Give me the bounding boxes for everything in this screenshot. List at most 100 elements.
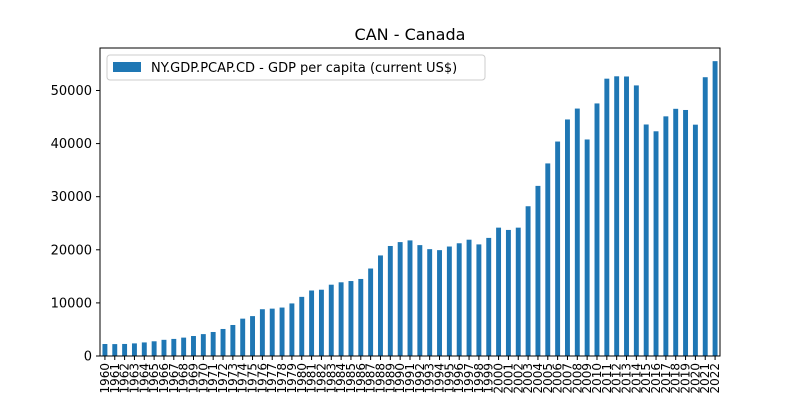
y-tick-label: 40000 bbox=[51, 137, 92, 152]
chart-title: CAN - Canada bbox=[355, 25, 466, 44]
bar-2010 bbox=[594, 103, 600, 357]
x-tick-label: 1993 bbox=[423, 363, 437, 394]
x-tick-label: 2011 bbox=[600, 363, 614, 394]
y-tick-label: 20000 bbox=[51, 243, 92, 258]
bar-1993 bbox=[427, 249, 433, 356]
x-tick-label: 2007 bbox=[560, 363, 574, 394]
bar-1989 bbox=[387, 245, 393, 356]
x-tick-label: 2012 bbox=[610, 363, 624, 394]
bar-1966 bbox=[161, 339, 167, 356]
x-tick-label: 1973 bbox=[226, 363, 240, 394]
bar-1984 bbox=[338, 282, 344, 356]
x-tick-label: 2013 bbox=[620, 363, 634, 394]
bar-2006 bbox=[555, 141, 561, 356]
x-tick-label: 1997 bbox=[462, 363, 476, 394]
bar-2002 bbox=[515, 227, 521, 356]
x-tick-label: 2000 bbox=[492, 363, 506, 394]
bar-2012 bbox=[614, 76, 620, 357]
bar-1988 bbox=[378, 255, 383, 356]
bar-1999 bbox=[486, 237, 492, 356]
x-tick-label: 1964 bbox=[137, 363, 151, 394]
bar-2000 bbox=[496, 227, 502, 356]
bar-1997 bbox=[466, 239, 472, 356]
x-tick-label: 1968 bbox=[177, 363, 191, 394]
x-axis: 1960196119621963196419651966196719681969… bbox=[98, 356, 722, 394]
y-tick-label: 0 bbox=[84, 350, 92, 365]
bar-1979 bbox=[289, 303, 295, 356]
bar-1977 bbox=[269, 308, 275, 356]
bar-2014 bbox=[633, 85, 639, 356]
bar-1980 bbox=[299, 296, 305, 356]
bar-2019 bbox=[683, 109, 689, 356]
x-tick-label: 1985 bbox=[344, 363, 358, 394]
x-tick-label: 1977 bbox=[265, 363, 279, 394]
bar-1964 bbox=[141, 342, 147, 356]
x-tick-label: 1981 bbox=[305, 363, 319, 394]
x-tick-label: 1989 bbox=[383, 363, 397, 394]
bar-2011 bbox=[604, 78, 610, 357]
x-tick-label: 1999 bbox=[482, 363, 496, 394]
bar-1974 bbox=[240, 318, 246, 356]
bar-1975 bbox=[250, 316, 255, 356]
bar-2021 bbox=[702, 77, 708, 356]
y-axis: 0 10000 20000 30000 40000 50000 bbox=[51, 84, 100, 365]
legend-label: NY.GDP.PCAP.CD - GDP per capita (current… bbox=[151, 61, 457, 76]
bar-2016 bbox=[653, 131, 659, 356]
x-tick-label: 1982 bbox=[314, 363, 328, 394]
bar-1962 bbox=[122, 343, 128, 356]
bar-2004 bbox=[535, 185, 541, 356]
x-tick-label: 1961 bbox=[108, 363, 122, 394]
y-tick-label: 10000 bbox=[51, 296, 92, 311]
bar-1970 bbox=[200, 334, 206, 356]
x-tick-label: 1988 bbox=[373, 363, 387, 394]
bar-1960 bbox=[102, 344, 108, 356]
x-tick-label: 1978 bbox=[275, 363, 289, 394]
x-tick-label: 2015 bbox=[639, 363, 653, 394]
x-tick-label: 2018 bbox=[669, 363, 683, 394]
bar-2018 bbox=[673, 108, 679, 356]
bar-2008 bbox=[574, 108, 580, 356]
x-tick-label: 2014 bbox=[629, 363, 643, 394]
x-tick-label: 2016 bbox=[649, 363, 663, 394]
bar-1971 bbox=[210, 331, 216, 356]
x-tick-label: 2019 bbox=[679, 363, 693, 394]
x-tick-label: 2008 bbox=[570, 363, 584, 394]
x-tick-label: 1979 bbox=[285, 363, 299, 394]
x-tick-label: 1995 bbox=[442, 363, 456, 394]
x-tick-label: 2022 bbox=[708, 363, 722, 394]
x-tick-label: 1972 bbox=[216, 363, 230, 394]
legend-box bbox=[106, 54, 486, 81]
x-tick-label: 1991 bbox=[403, 363, 417, 394]
bar-2009 bbox=[584, 139, 590, 356]
x-tick-label: 2002 bbox=[511, 363, 525, 394]
x-tick-label: 1970 bbox=[196, 363, 210, 394]
x-tick-label: 1992 bbox=[413, 363, 427, 394]
x-tick-label: 1975 bbox=[246, 363, 260, 394]
bar-1992 bbox=[417, 245, 423, 356]
x-tick-label: 2005 bbox=[541, 363, 555, 394]
bar-1973 bbox=[230, 324, 236, 356]
x-tick-label: 1986 bbox=[354, 363, 368, 394]
bar-1972 bbox=[220, 328, 226, 356]
bar-2015 bbox=[643, 124, 649, 357]
bar-1983 bbox=[328, 284, 334, 356]
bar-1976 bbox=[259, 309, 265, 356]
bar-1995 bbox=[446, 246, 452, 356]
x-tick-label: 1971 bbox=[206, 363, 220, 394]
x-tick-label: 1983 bbox=[324, 363, 338, 394]
legend: NY.GDP.PCAP.CD - GDP per capita (current… bbox=[106, 54, 486, 81]
x-tick-label: 2001 bbox=[501, 363, 515, 394]
bar-1982 bbox=[318, 289, 324, 356]
x-tick-label: 2003 bbox=[521, 363, 535, 394]
bar-1985 bbox=[348, 281, 354, 356]
x-tick-label: 2006 bbox=[551, 363, 565, 394]
y-tick-label: 30000 bbox=[51, 190, 92, 205]
bar-1994 bbox=[437, 250, 442, 356]
x-tick-label: 1984 bbox=[334, 363, 348, 394]
bar-1965 bbox=[151, 341, 157, 356]
x-tick-label: 2020 bbox=[688, 363, 702, 394]
x-tick-label: 1996 bbox=[452, 363, 466, 394]
x-tick-label: 1966 bbox=[157, 363, 171, 394]
